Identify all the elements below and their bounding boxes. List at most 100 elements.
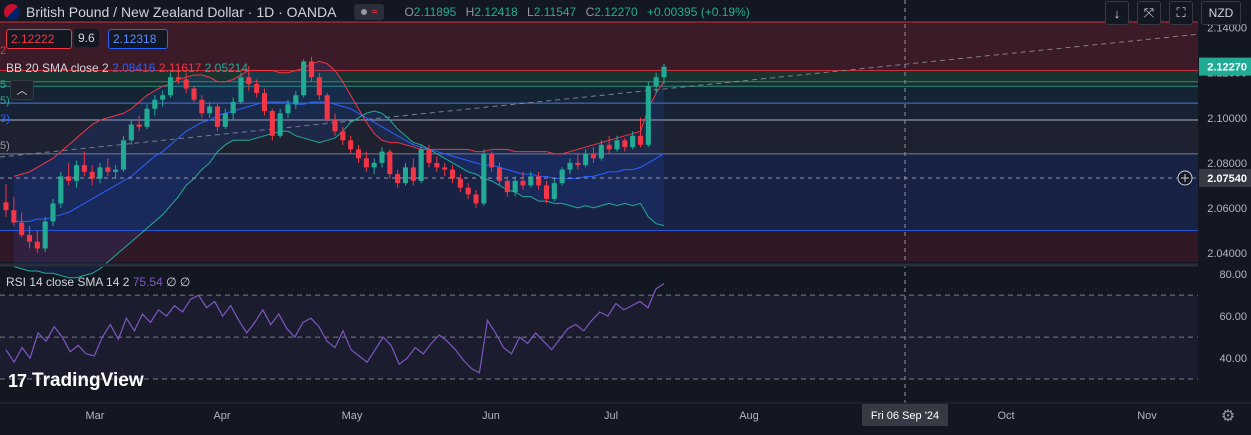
price-zone-1[interactable] (0, 22, 1198, 71)
candle[interactable] (355, 144, 362, 163)
candle[interactable] (214, 104, 221, 132)
candle[interactable] (465, 183, 471, 199)
candle[interactable] (42, 216, 48, 252)
candle[interactable] (269, 108, 275, 141)
candle[interactable] (50, 198, 56, 226)
arrow-down-icon[interactable]: ↓ (1105, 1, 1129, 25)
candle[interactable] (559, 167, 565, 186)
candle[interactable] (128, 120, 134, 145)
market-status-badge[interactable]: ≈ (354, 4, 385, 20)
candle[interactable] (504, 176, 510, 197)
candle[interactable] (442, 162, 448, 177)
sell-price-button[interactable]: 2.12222 (6, 29, 72, 49)
candle[interactable] (34, 230, 40, 253)
compare-arrows-icon[interactable]: ⤧ (1137, 1, 1161, 25)
candle[interactable] (144, 104, 150, 130)
candle[interactable] (583, 149, 589, 168)
candle[interactable] (58, 171, 64, 208)
bb-legend[interactable]: BB 20 SMA close 2 2.08416 2.11617 2.0521… (6, 61, 248, 75)
candle[interactable] (105, 158, 111, 177)
candle[interactable] (160, 90, 166, 107)
candle[interactable] (590, 147, 597, 163)
trend-line-dashed[interactable] (0, 33, 1201, 158)
candle[interactable] (371, 158, 377, 175)
candle[interactable] (238, 72, 244, 105)
candle[interactable] (324, 92, 330, 123)
candle[interactable] (661, 63, 667, 84)
candle[interactable] (301, 59, 307, 98)
candle[interactable] (363, 151, 369, 172)
candle[interactable] (167, 72, 174, 98)
candle[interactable] (630, 131, 636, 150)
candle[interactable] (449, 165, 456, 184)
candle[interactable] (11, 196, 17, 226)
candle[interactable] (152, 95, 158, 116)
candle[interactable] (645, 81, 651, 148)
bb-lower-line[interactable] (13, 110, 665, 279)
candle[interactable] (136, 115, 142, 132)
fullscreen-icon[interactable]: ⛶ (1169, 1, 1193, 25)
candle[interactable] (481, 149, 487, 206)
gear-icon[interactable]: ⚙ (1220, 408, 1236, 425)
candle[interactable] (199, 95, 205, 118)
candle[interactable] (536, 171, 542, 190)
candle[interactable] (254, 79, 260, 98)
symbol-title[interactable]: British Pound / New Zealand Dollar · 1D … (26, 4, 337, 20)
candle[interactable] (97, 162, 103, 184)
candle[interactable] (520, 171, 526, 190)
candle[interactable] (567, 158, 573, 175)
add-alert-plus-icon[interactable] (1177, 170, 1193, 186)
candle[interactable] (120, 135, 127, 172)
time-axis-background[interactable] (0, 403, 1198, 435)
candle[interactable] (653, 72, 659, 93)
candle[interactable] (496, 162, 503, 186)
rsi-legend[interactable]: RSI 14 close SMA 14 2 75.54 ∅ ∅ (6, 275, 190, 289)
candle[interactable] (277, 108, 283, 139)
price-zone-3[interactable] (0, 81, 1198, 87)
candle[interactable] (410, 158, 416, 186)
candle[interactable] (434, 156, 440, 172)
candle[interactable] (175, 65, 181, 84)
candle[interactable] (3, 184, 9, 217)
price-zone-4[interactable] (0, 86, 1198, 104)
currency-selector[interactable]: NZD (1201, 1, 1241, 25)
candle[interactable] (543, 180, 550, 204)
price-zone-2[interactable] (0, 70, 1198, 82)
tradingview-logo[interactable]: 17 TradingView (8, 370, 144, 392)
candle[interactable] (512, 176, 518, 197)
candle[interactable] (230, 97, 236, 121)
price-zone-5[interactable] (0, 103, 1198, 121)
candle[interactable] (113, 165, 119, 179)
candle[interactable] (426, 144, 432, 168)
candle[interactable] (293, 90, 299, 109)
candle[interactable] (473, 189, 479, 208)
candle[interactable] (19, 212, 25, 238)
candle[interactable] (418, 144, 424, 184)
candle[interactable] (332, 113, 338, 136)
candle[interactable] (285, 99, 291, 118)
candle[interactable] (316, 72, 322, 100)
candle[interactable] (598, 140, 604, 161)
collapse-legend-button[interactable]: ︿ (10, 80, 34, 100)
candle[interactable] (489, 151, 495, 172)
candle[interactable] (340, 126, 346, 145)
candle[interactable] (222, 108, 228, 130)
candle[interactable] (348, 135, 354, 154)
buy-price-button[interactable]: 2.12318 (108, 29, 168, 49)
candle[interactable] (551, 178, 557, 202)
candle[interactable] (246, 65, 252, 91)
candle[interactable] (379, 147, 385, 168)
bb-basis-line[interactable] (13, 101, 665, 222)
candle[interactable] (614, 135, 620, 152)
candle[interactable] (395, 169, 401, 188)
candle[interactable] (637, 117, 644, 148)
candle[interactable] (191, 86, 197, 102)
rsi-line[interactable] (5, 283, 665, 374)
candle[interactable] (387, 149, 393, 179)
candle[interactable] (183, 72, 189, 93)
bb-upper-line[interactable] (13, 60, 665, 177)
candle[interactable] (606, 135, 612, 154)
candle[interactable] (73, 160, 80, 188)
price-zone-7[interactable] (0, 153, 1198, 231)
